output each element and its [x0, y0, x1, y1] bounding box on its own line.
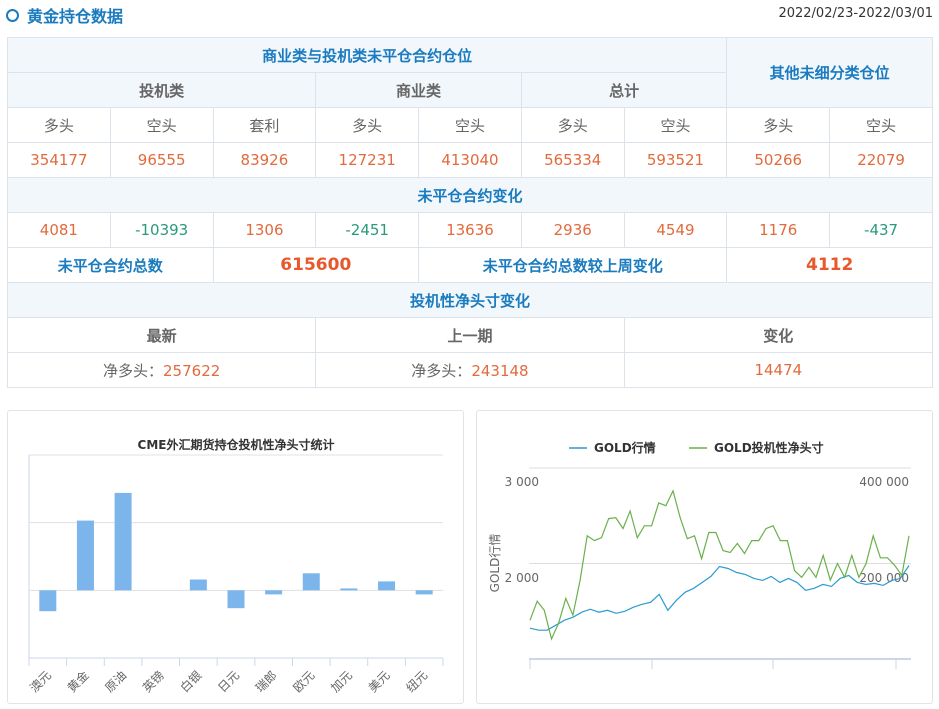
changes-cell: 2936 [520, 212, 625, 248]
line-chart: 3 000 2 000 400 000 200 000 GOLD行情 GOLD行情 GOLD… [488, 440, 911, 669]
net-title: 投机性净头寸变化 [7, 282, 933, 318]
bar-黄金 [76, 520, 94, 591]
cols-cell: 套利 [212, 107, 317, 143]
cols-cell: 多头 [7, 107, 111, 143]
bar-欧元 [302, 573, 320, 591]
net-prev: 243148 [471, 361, 529, 380]
bar-澳元 [39, 590, 57, 612]
cols-cell: 多头 [520, 107, 625, 143]
legend-item: GOLD投机性净头寸 [714, 440, 824, 455]
series-line-1 [529, 489, 910, 641]
positions-cell: 593521 [623, 142, 728, 178]
net-latest: 257622 [163, 361, 221, 380]
line-chart-panel: 3 000 2 000 400 000 200 000 GOLD行情 GOLD行情 GOLD… [476, 410, 933, 704]
bar-美元 [378, 581, 396, 591]
cols-cell: 空头 [623, 107, 728, 143]
bar-加元 [340, 588, 358, 591]
changes-cell: -437 [829, 212, 933, 248]
chart-title: CME外汇期货持仓投机性净头寸统计 [138, 437, 335, 452]
positions-cell: 83926 [212, 142, 317, 178]
group-total: 总计 [520, 72, 728, 108]
changes-cell: 13636 [418, 212, 522, 248]
net-prefix: 净多头： [411, 361, 472, 380]
cols-cell: 多头 [315, 107, 420, 143]
positions-cell: 354177 [7, 142, 111, 178]
series-line-0 [529, 565, 910, 631]
positions-cell: 413040 [418, 142, 522, 178]
bar-瑞郎 [265, 590, 283, 595]
x-tick-label: 澳元 [27, 668, 54, 695]
gold-positions-table: 商业类与投机类未平仓合约仓位 其他未细分类仓位 投机类 商业类 总计 多头 空头套… [6, 37, 934, 388]
cols-cell: 空头 [829, 107, 933, 143]
x-tick-label: 日元 [215, 668, 242, 695]
changes-cell: 4549 [623, 212, 728, 248]
changes-cell: 1306 [212, 212, 317, 248]
x-tick-label: 美元 [366, 668, 393, 695]
positions-cell: 96555 [109, 142, 214, 178]
x-tick-label: 原油 [102, 668, 129, 695]
x-tick-label: 英镑 [139, 668, 167, 696]
x-tick-label: 欧元 [291, 668, 318, 695]
x-tick-label: 白银 [177, 668, 205, 696]
net-header-latest: 最新 [6, 317, 317, 353]
positions-cell: 50266 [726, 142, 831, 178]
changes-cell: -2451 [315, 212, 420, 248]
y-right-tick-label: 400 000 [859, 475, 909, 489]
y-right-tick-label: 200 000 [859, 571, 909, 585]
net-header-prev: 上一期 [315, 317, 625, 353]
changes-cell: -10393 [109, 212, 214, 248]
y-left-tick-label: 2 000 [505, 571, 539, 585]
changes-cell: 1176 [726, 212, 831, 248]
page-title: 黄金持仓数据 [27, 7, 124, 26]
bar-白银 [189, 579, 207, 591]
x-tick-label: 加元 [328, 668, 355, 695]
bar-chart-panel: CME外汇期货持仓投机性净头寸统计澳元 黄金 原油 英镑 白银 日元 瑞郎 欧元 加元 美元 纽元 [7, 410, 464, 704]
positions-title: 商业类与投机类未平仓合约仓位 [6, 37, 728, 73]
x-tick-label: 瑞郎 [253, 668, 280, 695]
cols-cell: 空头 [418, 107, 522, 143]
net-change: 14474 [623, 352, 934, 388]
cols-cell: 多头 [726, 107, 831, 143]
circle-icon [6, 8, 19, 22]
weekly-change-label: 未平仓合约总数较上周变化 [418, 247, 728, 283]
weekly-change-value: 4112 [726, 247, 933, 283]
bar-原油 [114, 492, 132, 591]
net-header-change: 变化 [623, 317, 934, 353]
x-tick-label: 黄金 [64, 668, 92, 696]
other-title: 其他未细分类仓位 [726, 37, 933, 108]
net-prefix: 净多头： [103, 361, 164, 380]
legend-item: GOLD行情 [594, 440, 656, 455]
bar-日元 [227, 590, 245, 609]
x-tick-label: 纽元 [403, 668, 430, 695]
cols-cell: 空头 [109, 107, 214, 143]
y-axis-title: GOLD行情 [488, 534, 502, 593]
bar-纽元 [415, 590, 433, 595]
positions-cell: 127231 [315, 142, 420, 178]
changes-cell: 4081 [7, 212, 111, 248]
total-label: 未平仓合约总数 [7, 247, 214, 283]
date-range: 2022/02/23-2022/03/01 [778, 6, 933, 21]
change-title: 未平仓合约变化 [7, 177, 933, 213]
positions-cell: 22079 [829, 142, 933, 178]
group-speculative: 投机类 [6, 72, 317, 108]
total-value: 615600 [212, 247, 420, 283]
section-header: 黄金持仓数据 [6, 3, 123, 27]
positions-cell: 565334 [520, 142, 625, 178]
net-latest-cell: 净多头：257622 [6, 352, 317, 388]
y-left-tick-label: 3 000 [505, 475, 539, 489]
group-commercial: 商业类 [315, 72, 522, 108]
net-prev-cell: 净多头：243148 [315, 352, 625, 388]
